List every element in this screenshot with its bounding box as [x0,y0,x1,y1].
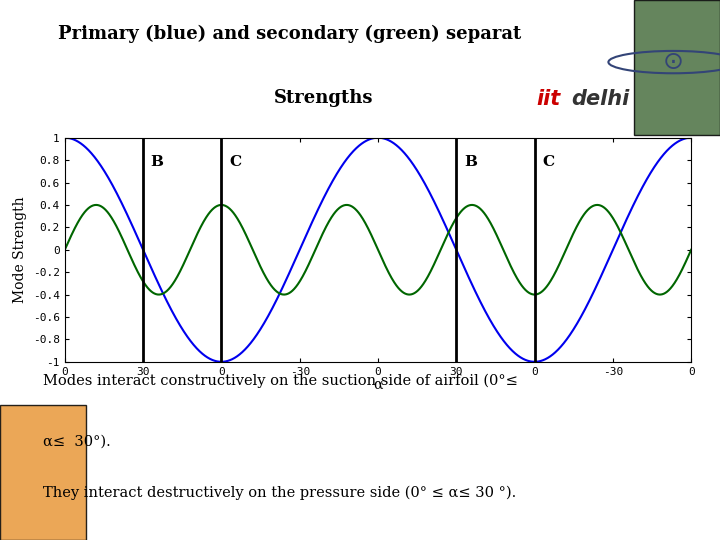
Text: delhi: delhi [571,90,629,110]
Text: α≤  30°).: α≤ 30°). [43,435,111,449]
Text: C: C [229,156,241,170]
Text: Strengths: Strengths [274,90,373,107]
X-axis label: α: α [373,378,383,392]
Text: iit: iit [536,90,561,110]
Text: They interact destructively on the pressure side (0° ≤ α≤ 30 °).: They interact destructively on the press… [43,485,516,500]
Text: B: B [150,156,163,170]
Text: Primary (blue) and secondary (green) separat: Primary (blue) and secondary (green) sep… [58,25,521,43]
Text: C: C [542,156,554,170]
FancyBboxPatch shape [634,0,720,135]
Text: B: B [464,156,477,170]
Text: ⊙: ⊙ [662,50,684,74]
FancyBboxPatch shape [0,405,86,540]
Text: Modes interact constructively on the suction side of airfoil (0°≤: Modes interact constructively on the suc… [43,373,518,388]
Y-axis label: Mode Strength: Mode Strength [14,197,27,303]
